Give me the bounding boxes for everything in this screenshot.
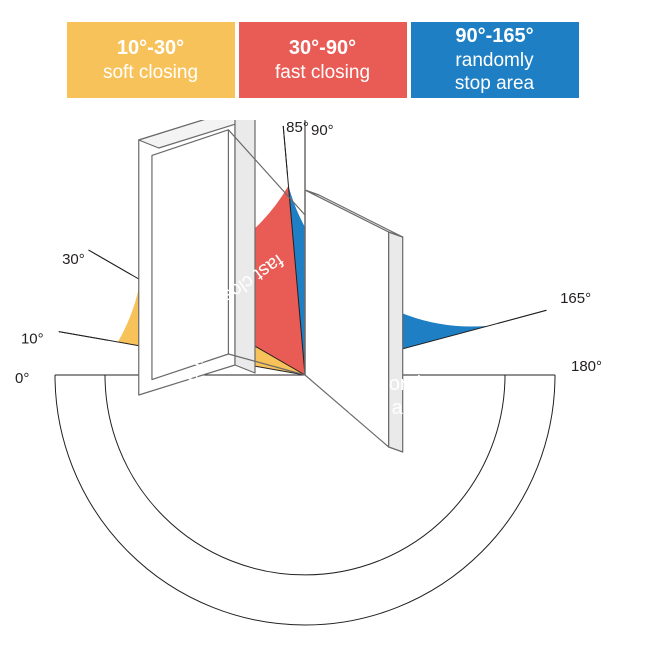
diagram-container: soft closingfast closingrandomlystop are… bbox=[0, 120, 645, 640]
angle-label-85: 85° bbox=[286, 120, 309, 136]
angle-diagram: soft closingfast closingrandomlystop are… bbox=[0, 120, 645, 640]
legend-label: soft closing bbox=[67, 62, 235, 85]
legend-box-2: 90°-165°randomly stop area bbox=[411, 22, 579, 98]
angle-label-10: 10° bbox=[21, 331, 44, 348]
legend-box-1: 30°-90°fast closing bbox=[239, 22, 407, 98]
legend-range: 10°-30° bbox=[67, 36, 235, 60]
legend-range: 90°-165° bbox=[411, 24, 579, 48]
legend-box-0: 10°-30°soft closing bbox=[67, 22, 235, 98]
legend-label: fast closing bbox=[239, 62, 407, 85]
angle-label-90: 90° bbox=[311, 122, 334, 139]
angle-label-0: 0° bbox=[15, 370, 29, 387]
legend-label: randomly stop area bbox=[411, 50, 579, 96]
angle-label-180: 180° bbox=[571, 358, 602, 375]
legend-range: 30°-90° bbox=[239, 36, 407, 60]
zone-label-2-line1: stop area bbox=[348, 397, 432, 419]
angle-label-30: 30° bbox=[62, 251, 85, 268]
zone-label-2-line0: randomly bbox=[349, 373, 431, 395]
legend-row: 10°-30°soft closing30°-90°fast closing90… bbox=[0, 0, 645, 98]
angle-label-165: 165° bbox=[560, 290, 591, 307]
